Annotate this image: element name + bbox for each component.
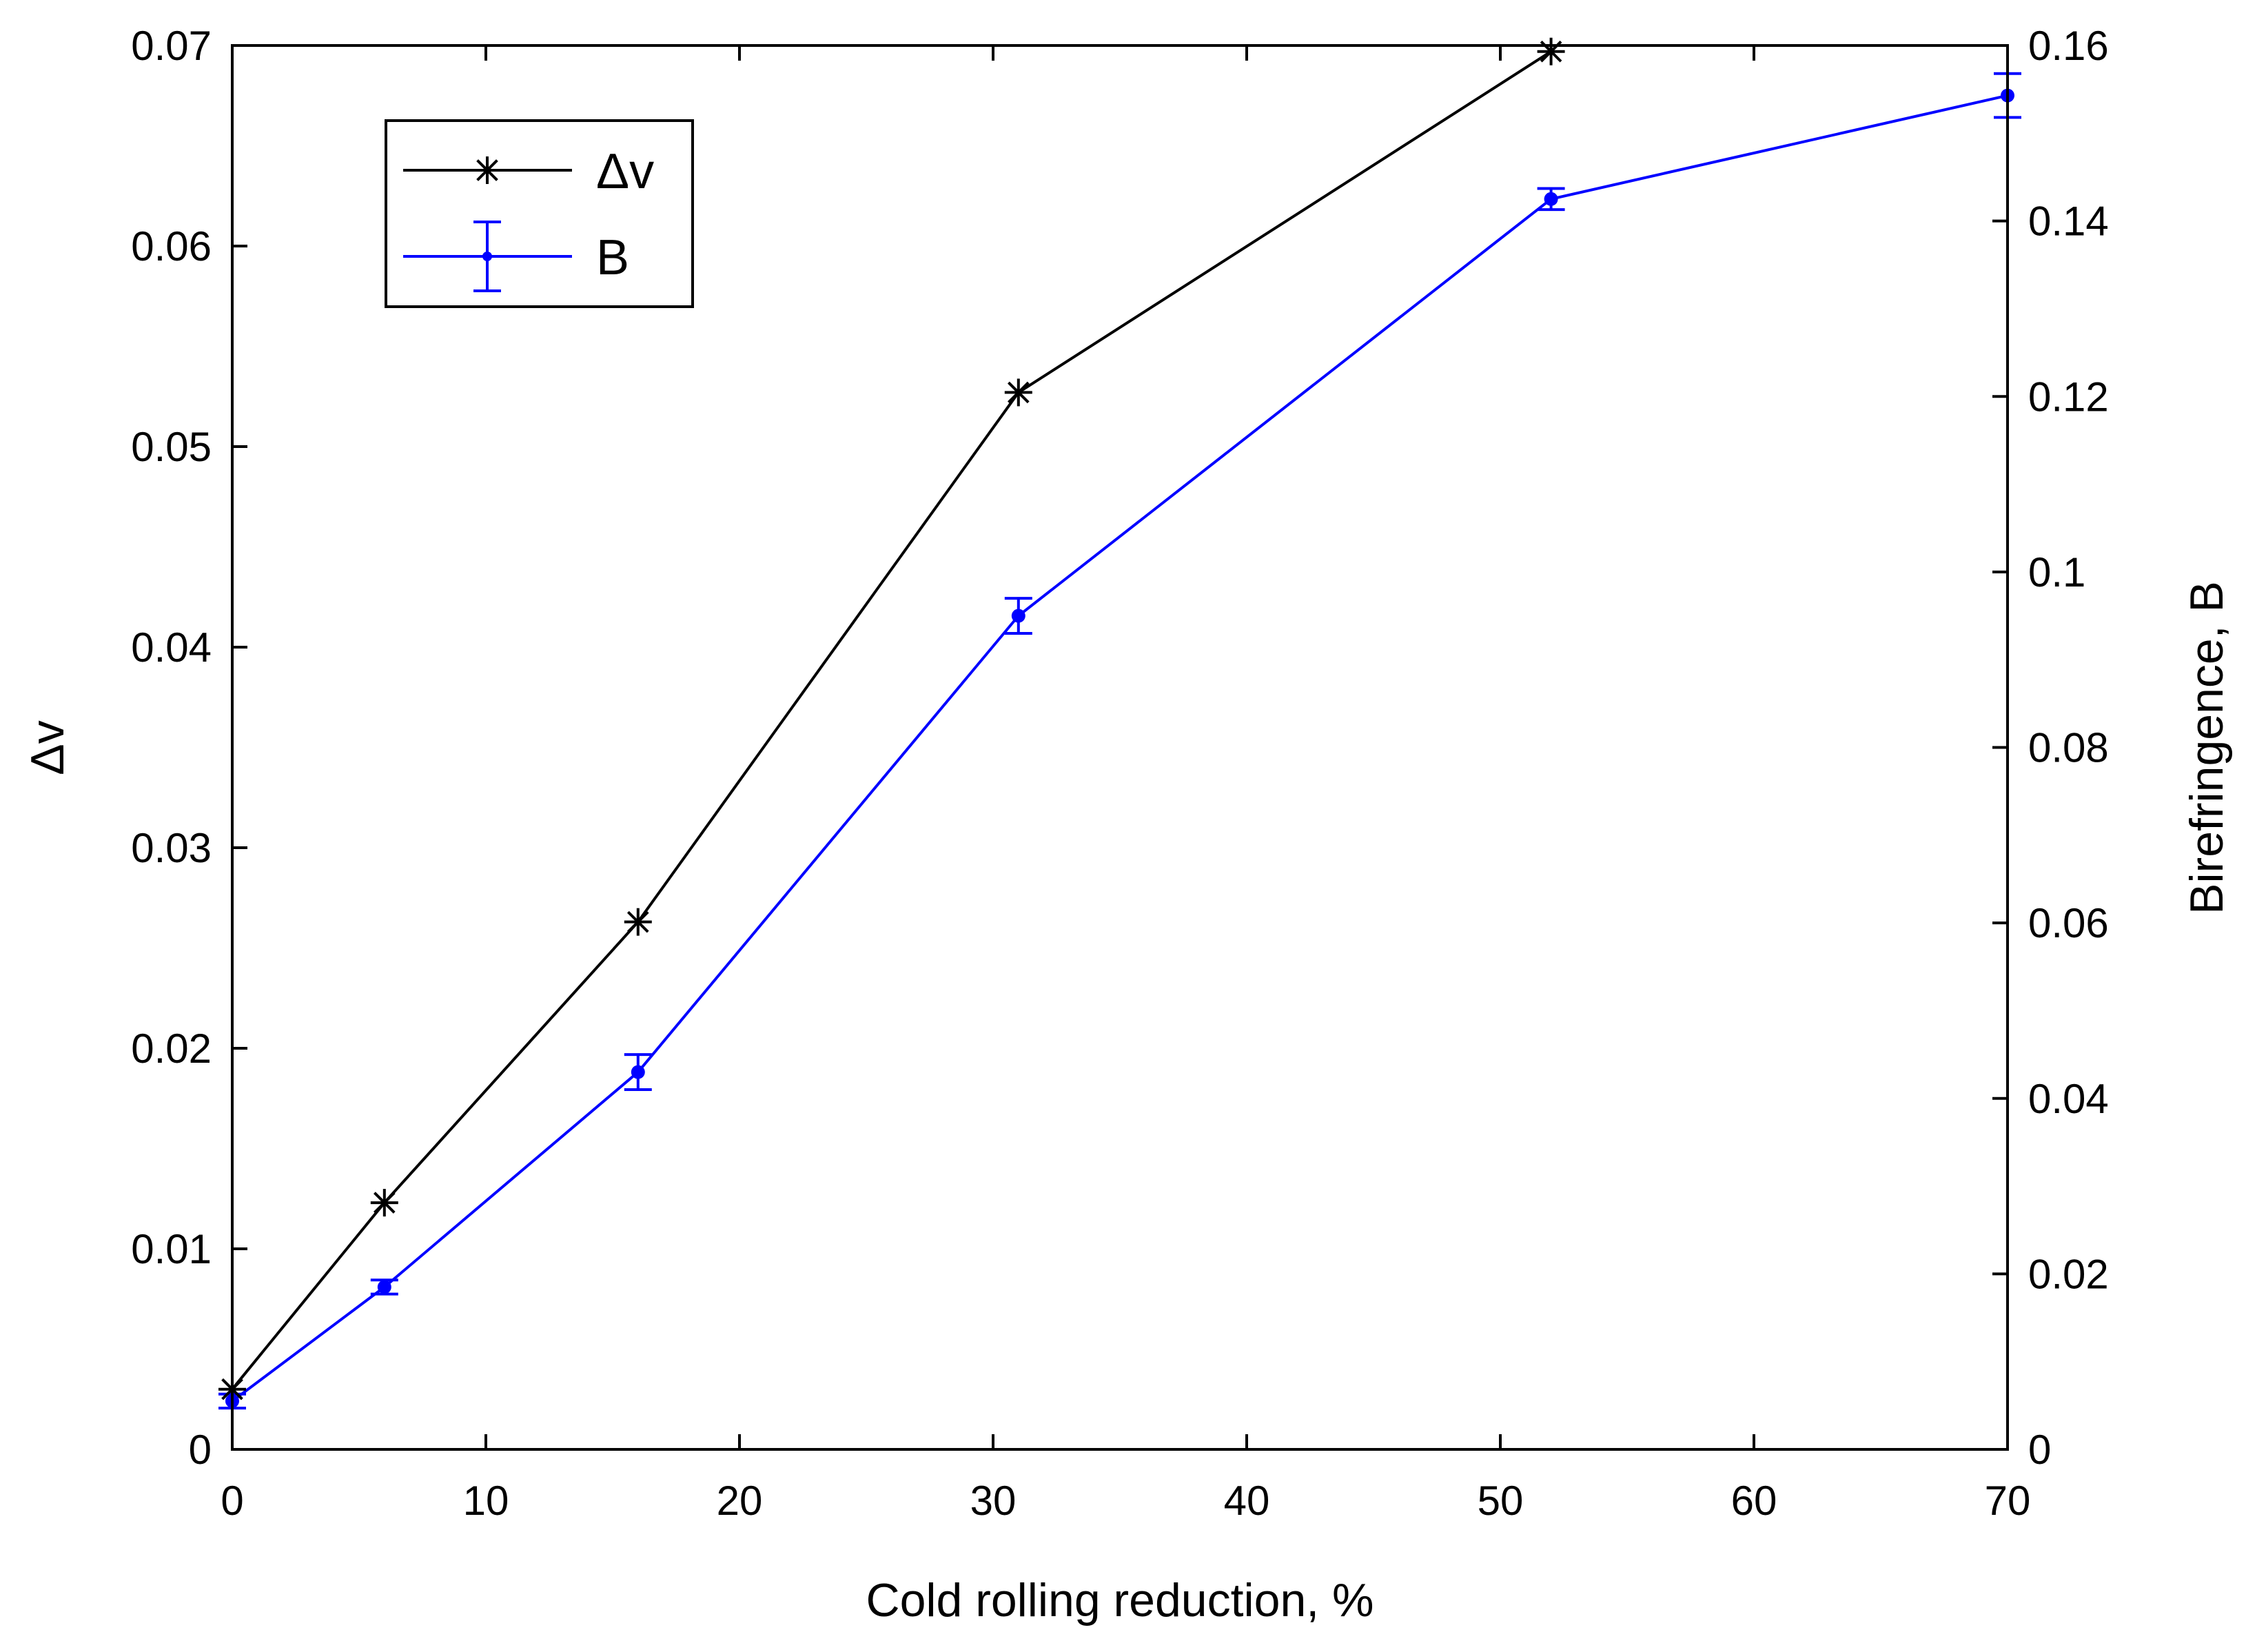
- series-b-point: [377, 1280, 391, 1294]
- ticks-layer: 0 10 20 30 40 50 60 70 0 0.01 0.02 0.03 0.04 0.05 0.06…: [131, 23, 2109, 1524]
- legend-marker-dv: [473, 156, 501, 184]
- marks-layer: [218, 37, 2021, 1410]
- x-tick-label: 40: [1224, 1478, 1270, 1524]
- legend-label-dv: Δv: [596, 144, 654, 199]
- y-left-axis-title: Δv: [21, 720, 74, 775]
- x-tick-label: 70: [1985, 1478, 2031, 1524]
- legend-box: [385, 119, 694, 308]
- y-right-tick-label: 0.06: [2028, 900, 2109, 946]
- series-dv-point: [1004, 378, 1032, 407]
- x-tick-label: 10: [463, 1478, 509, 1524]
- y-right-tick-label: 0.12: [2028, 374, 2109, 420]
- y-left-tick-label: 0.01: [131, 1226, 212, 1272]
- y-left-tick-label: 0.04: [131, 624, 212, 671]
- y-left-tick-label: 0.02: [131, 1026, 212, 1072]
- y-left-tick-label: 0.07: [131, 23, 212, 69]
- series-b-point: [1544, 192, 1558, 206]
- y-right-tick-label: 0.16: [2028, 23, 2109, 69]
- x-tick-label: 0: [221, 1478, 243, 1524]
- y-left-tick-label: 0.05: [131, 424, 212, 470]
- legend: Δv B: [385, 119, 694, 308]
- legend-marker-b: [473, 221, 501, 292]
- y-right-axis-title: Birefringence, B: [2181, 581, 2233, 915]
- y-left-tick-label: 0.06: [131, 223, 212, 269]
- series-dv-point: [370, 1189, 398, 1217]
- x-tick-label: 50: [1478, 1478, 1524, 1524]
- series-b-line: [231, 94, 2008, 1403]
- x-axis-title: Cold rolling reduction, %: [866, 1574, 1374, 1626]
- x-tick-label: 30: [970, 1478, 1017, 1524]
- y-right-tick-label: 0.14: [2028, 198, 2109, 245]
- y-right-tick-label: 0.02: [2028, 1251, 2109, 1297]
- y-right-tick-label: 0: [2028, 1427, 2051, 1473]
- legend-label-b: B: [596, 230, 629, 285]
- y-left-tick-label: 0: [189, 1427, 212, 1473]
- x-tick-label: 60: [1731, 1478, 1777, 1524]
- legend-dot-icon: [482, 252, 492, 261]
- series-b-point: [631, 1065, 645, 1079]
- y-right-tick-label: 0.04: [2028, 1076, 2109, 1122]
- series-dv-point: [1537, 37, 1565, 65]
- y-right-tick-label: 0.08: [2028, 725, 2109, 771]
- legend-asterisk-icon: [473, 156, 501, 184]
- series-dv-point: [624, 908, 652, 936]
- y-left-tick-label: 0.03: [131, 825, 212, 871]
- series-b-point: [1011, 609, 1025, 623]
- y-right-tick-label: 0.1: [2028, 549, 2085, 595]
- x-tick-label: 20: [717, 1478, 763, 1524]
